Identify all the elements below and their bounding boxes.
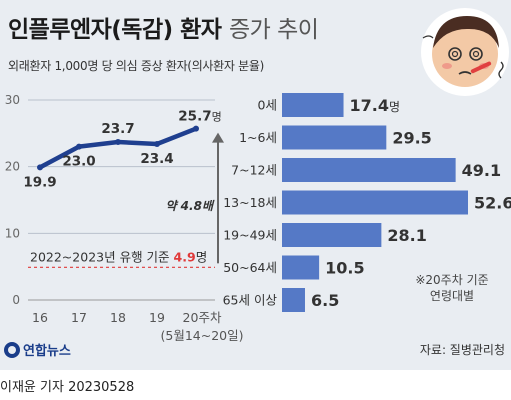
- threshold-unit: 명: [196, 249, 208, 264]
- bar: [282, 125, 387, 150]
- data-label: 19.9: [23, 174, 56, 190]
- news-logo: 연합뉴스: [4, 340, 71, 359]
- page-title: 인플루엔자(독감) 환자 증가 추이: [8, 10, 319, 44]
- x-tick-label: 16: [32, 310, 48, 325]
- data-point: [76, 143, 82, 150]
- logo-mark-icon: [4, 341, 20, 358]
- growth-arrow-head: [212, 132, 224, 143]
- threshold-label: 2022~2023년 유행 기준 4.9명: [30, 249, 207, 264]
- chart-subtitle: 외래환자 1,000명 당 의심 증상 환자(의사환자 분율): [8, 59, 265, 73]
- bar-value-unit: 명: [389, 100, 400, 114]
- x-tick-label: 17: [71, 310, 87, 325]
- bar-value-label: 52.6: [474, 194, 511, 213]
- bar: [282, 93, 344, 117]
- data-point: [37, 164, 43, 171]
- data-point: [115, 139, 121, 145]
- y-tick-label: 0: [12, 293, 20, 307]
- y-tick-label: 20: [5, 160, 20, 174]
- x-tick-label: 19: [149, 310, 165, 325]
- bar-note-line1: ※20주차 기준: [415, 273, 488, 287]
- bar-value-label: 17.4명: [350, 96, 401, 115]
- x-tick-sublabel: (5월14~20일): [161, 328, 244, 343]
- bar-value: 52.6: [474, 194, 511, 213]
- source-note: 자료: 질병관리청: [419, 343, 505, 357]
- data-point: [154, 141, 160, 147]
- bar: [282, 190, 468, 215]
- bar-category-label: 13~18세: [223, 195, 277, 210]
- title-light: 증가 추이: [229, 17, 319, 43]
- bar: [282, 223, 382, 247]
- bar-category-label: 0세: [258, 98, 277, 113]
- data-label: 23.7: [101, 121, 134, 137]
- data-label: 25.7명: [178, 109, 221, 125]
- y-tick-label: 30: [5, 93, 20, 107]
- bar-value: 28.1: [387, 226, 426, 245]
- x-tick-label: 18: [110, 310, 126, 325]
- bar-value-label: 28.1: [387, 226, 426, 245]
- bar-note-line2: 연령대별: [430, 289, 474, 303]
- threshold-value: 4.9: [174, 249, 196, 264]
- data-label-value: 23.0: [62, 154, 95, 170]
- bar-value-label: 10.5: [325, 259, 364, 278]
- data-label-value: 23.7: [101, 121, 134, 137]
- bar-category-label: 1~6세: [239, 130, 277, 145]
- bar: [282, 158, 456, 182]
- byline: 이재윤 기자 20230528: [0, 380, 135, 395]
- bar-value-label: 49.1: [462, 161, 501, 180]
- bar: [282, 255, 320, 280]
- bar-category-label: 19~49세: [223, 228, 277, 243]
- bar-value: 49.1: [462, 161, 501, 180]
- bar-category-label: 7~12세: [231, 163, 277, 178]
- bar-value: 6.5: [311, 291, 339, 310]
- growth-annotation: 약 4.8배: [165, 199, 214, 213]
- logo-text: 연합뉴스: [23, 344, 71, 359]
- bar-value: 29.5: [392, 129, 431, 148]
- threshold-text: 2022~2023년 유행 기준: [30, 249, 174, 264]
- bar-value: 17.4: [350, 96, 389, 115]
- data-label: 23.0: [62, 154, 95, 170]
- x-tick-label: 20주차: [183, 310, 222, 325]
- bar-value: 10.5: [325, 259, 364, 278]
- title-main: 인플루엔자(독감) 환자: [8, 17, 222, 43]
- sick-face-illustration: [421, 8, 509, 96]
- bar-category-label: 65세 이상: [223, 293, 278, 308]
- y-tick-label: 10: [5, 226, 20, 240]
- bar-value-label: 29.5: [392, 129, 431, 148]
- bar: [282, 288, 305, 312]
- data-label-value: 23.4: [140, 151, 173, 167]
- data-label-value: 19.9: [23, 174, 56, 190]
- bar-value-label: 6.5: [311, 291, 339, 310]
- data-label-unit: 명: [212, 111, 222, 124]
- data-point: [193, 125, 199, 132]
- data-label: 23.4: [140, 151, 173, 167]
- data-label-value: 25.7: [178, 109, 211, 125]
- bar-category-label: 50~64세: [223, 260, 277, 275]
